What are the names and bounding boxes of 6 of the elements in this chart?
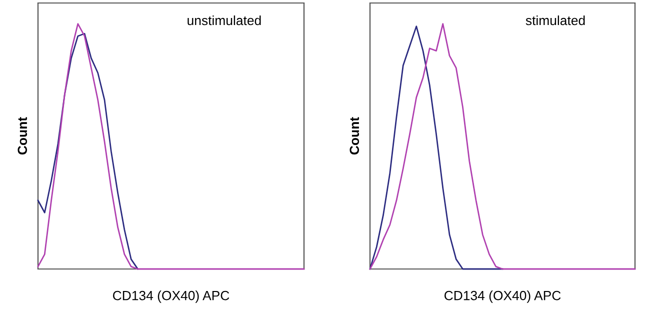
x-axis-title: CD134 (OX40) APC: [113, 290, 230, 303]
chart-title: stimulated: [526, 15, 585, 26]
x-axis-title: CD134 (OX40) APC: [444, 290, 561, 303]
y-axis-title: Count: [18, 117, 28, 155]
chart-title: unstimulated: [188, 15, 261, 26]
y-axis-title: Count: [350, 117, 360, 155]
